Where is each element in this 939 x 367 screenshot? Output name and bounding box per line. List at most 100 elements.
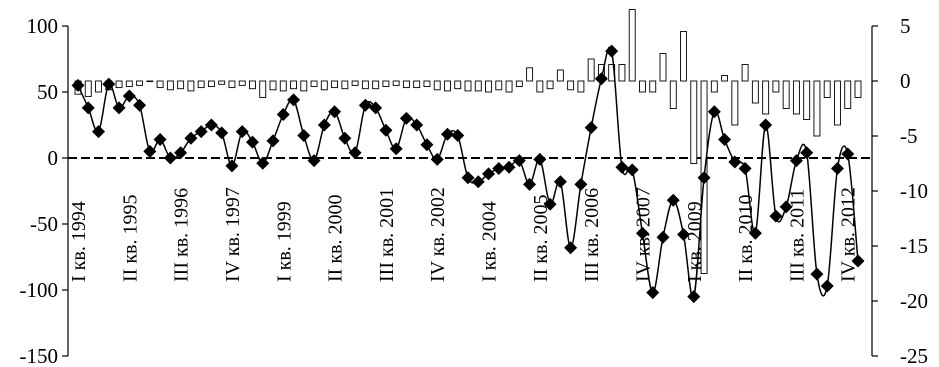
diamond-marker bbox=[533, 152, 547, 166]
bar bbox=[341, 80, 349, 90]
line-series bbox=[71, 44, 865, 304]
category-labels: I кв. 1994 II кв. 1995 III кв. 1996 IV кв. … bbox=[68, 187, 860, 282]
bar bbox=[741, 64, 749, 82]
category-label: III кв. 1996 bbox=[171, 188, 193, 282]
bar bbox=[628, 9, 636, 82]
bar bbox=[823, 80, 831, 98]
category-label: IV кв. 1997 bbox=[222, 187, 244, 282]
diamond-marker bbox=[461, 171, 475, 185]
diamond-marker bbox=[174, 146, 188, 160]
diamond-marker bbox=[112, 101, 126, 115]
diamond-marker bbox=[594, 72, 608, 86]
diamond-marker bbox=[502, 160, 516, 174]
bar bbox=[649, 80, 657, 93]
diamond-marker bbox=[420, 138, 434, 152]
diamond-marker bbox=[430, 152, 444, 166]
left-tick-label: -150 bbox=[20, 344, 59, 367]
category-label: IV кв. 2002 bbox=[427, 187, 449, 282]
diamond-marker bbox=[122, 89, 136, 103]
bar bbox=[228, 80, 236, 89]
bar bbox=[125, 80, 133, 87]
category-label: III кв. 2006 bbox=[581, 188, 603, 282]
bar bbox=[834, 80, 841, 126]
bar bbox=[474, 80, 482, 92]
category-label: III кв. 2011 bbox=[786, 189, 808, 282]
diamond-marker bbox=[615, 160, 629, 174]
diamond-marker bbox=[266, 134, 280, 148]
bar bbox=[587, 58, 595, 82]
bar bbox=[690, 80, 698, 164]
diamond-marker bbox=[779, 200, 793, 214]
left-tick-label: -50 bbox=[30, 212, 58, 236]
diamond-marker bbox=[820, 279, 834, 293]
diamond-marker bbox=[605, 44, 619, 58]
diamond-marker bbox=[225, 159, 239, 173]
category-label: II кв. 1995 bbox=[119, 195, 141, 282]
bar bbox=[454, 80, 462, 90]
diamond-marker bbox=[800, 146, 814, 160]
category-label: I кв. 2009 bbox=[684, 201, 706, 282]
diamond-marker bbox=[235, 125, 249, 139]
bar bbox=[84, 80, 92, 97]
diamond-marker bbox=[451, 129, 465, 143]
diamond-marker bbox=[410, 118, 424, 132]
bar bbox=[659, 53, 667, 82]
bar bbox=[177, 80, 185, 90]
diamond-marker bbox=[194, 125, 208, 139]
diamond-marker bbox=[153, 133, 167, 147]
right-tick-label: -25 bbox=[900, 344, 928, 367]
diamond-marker bbox=[256, 156, 270, 170]
diamond-marker bbox=[512, 154, 526, 168]
bar bbox=[813, 80, 821, 137]
bar bbox=[197, 80, 205, 89]
diamond-marker bbox=[810, 267, 824, 281]
bar bbox=[721, 75, 729, 82]
diamond-marker bbox=[92, 125, 106, 139]
diamond-marker bbox=[656, 230, 670, 244]
bar bbox=[136, 80, 144, 86]
bar bbox=[331, 80, 339, 89]
bar bbox=[710, 80, 718, 93]
bar bbox=[567, 80, 575, 91]
diamond-marker bbox=[841, 147, 855, 161]
bar bbox=[259, 80, 267, 98]
right-tick-label: 5 bbox=[900, 14, 911, 38]
bar bbox=[495, 80, 503, 91]
diamond-marker bbox=[379, 123, 393, 137]
bar bbox=[782, 80, 790, 109]
diamond-marker bbox=[492, 162, 506, 176]
diamond-marker bbox=[830, 162, 844, 176]
diamond-marker bbox=[163, 151, 177, 165]
bar bbox=[382, 80, 390, 87]
bar bbox=[444, 80, 451, 92]
diamond-marker bbox=[728, 155, 742, 169]
category-label: II кв. 2010 bbox=[735, 195, 757, 282]
bar bbox=[238, 80, 246, 86]
left-tick-label: 100 bbox=[27, 14, 59, 38]
diamond-marker bbox=[553, 175, 567, 189]
diamond-marker bbox=[287, 93, 301, 107]
bar bbox=[392, 80, 400, 86]
bar bbox=[166, 80, 174, 91]
bar bbox=[639, 80, 646, 93]
bar bbox=[762, 80, 770, 115]
right-tick-label: -20 bbox=[900, 289, 928, 313]
diamond-marker bbox=[625, 163, 639, 177]
diamond-marker bbox=[759, 118, 773, 132]
bar bbox=[485, 80, 492, 93]
diamond-marker bbox=[245, 135, 259, 149]
bar bbox=[536, 80, 544, 93]
bar bbox=[515, 80, 523, 87]
category-label: III кв. 2001 bbox=[376, 188, 398, 282]
category-label: I кв. 1994 bbox=[68, 201, 90, 282]
right-tick-label: -5 bbox=[900, 124, 918, 148]
diamond-marker bbox=[81, 101, 95, 115]
bar bbox=[310, 80, 318, 87]
diamond-marker bbox=[317, 118, 331, 132]
bar bbox=[372, 80, 380, 90]
diamond-marker bbox=[389, 142, 403, 156]
bar bbox=[361, 80, 369, 90]
diamond-marker bbox=[184, 131, 198, 145]
diamond-marker bbox=[133, 98, 147, 112]
